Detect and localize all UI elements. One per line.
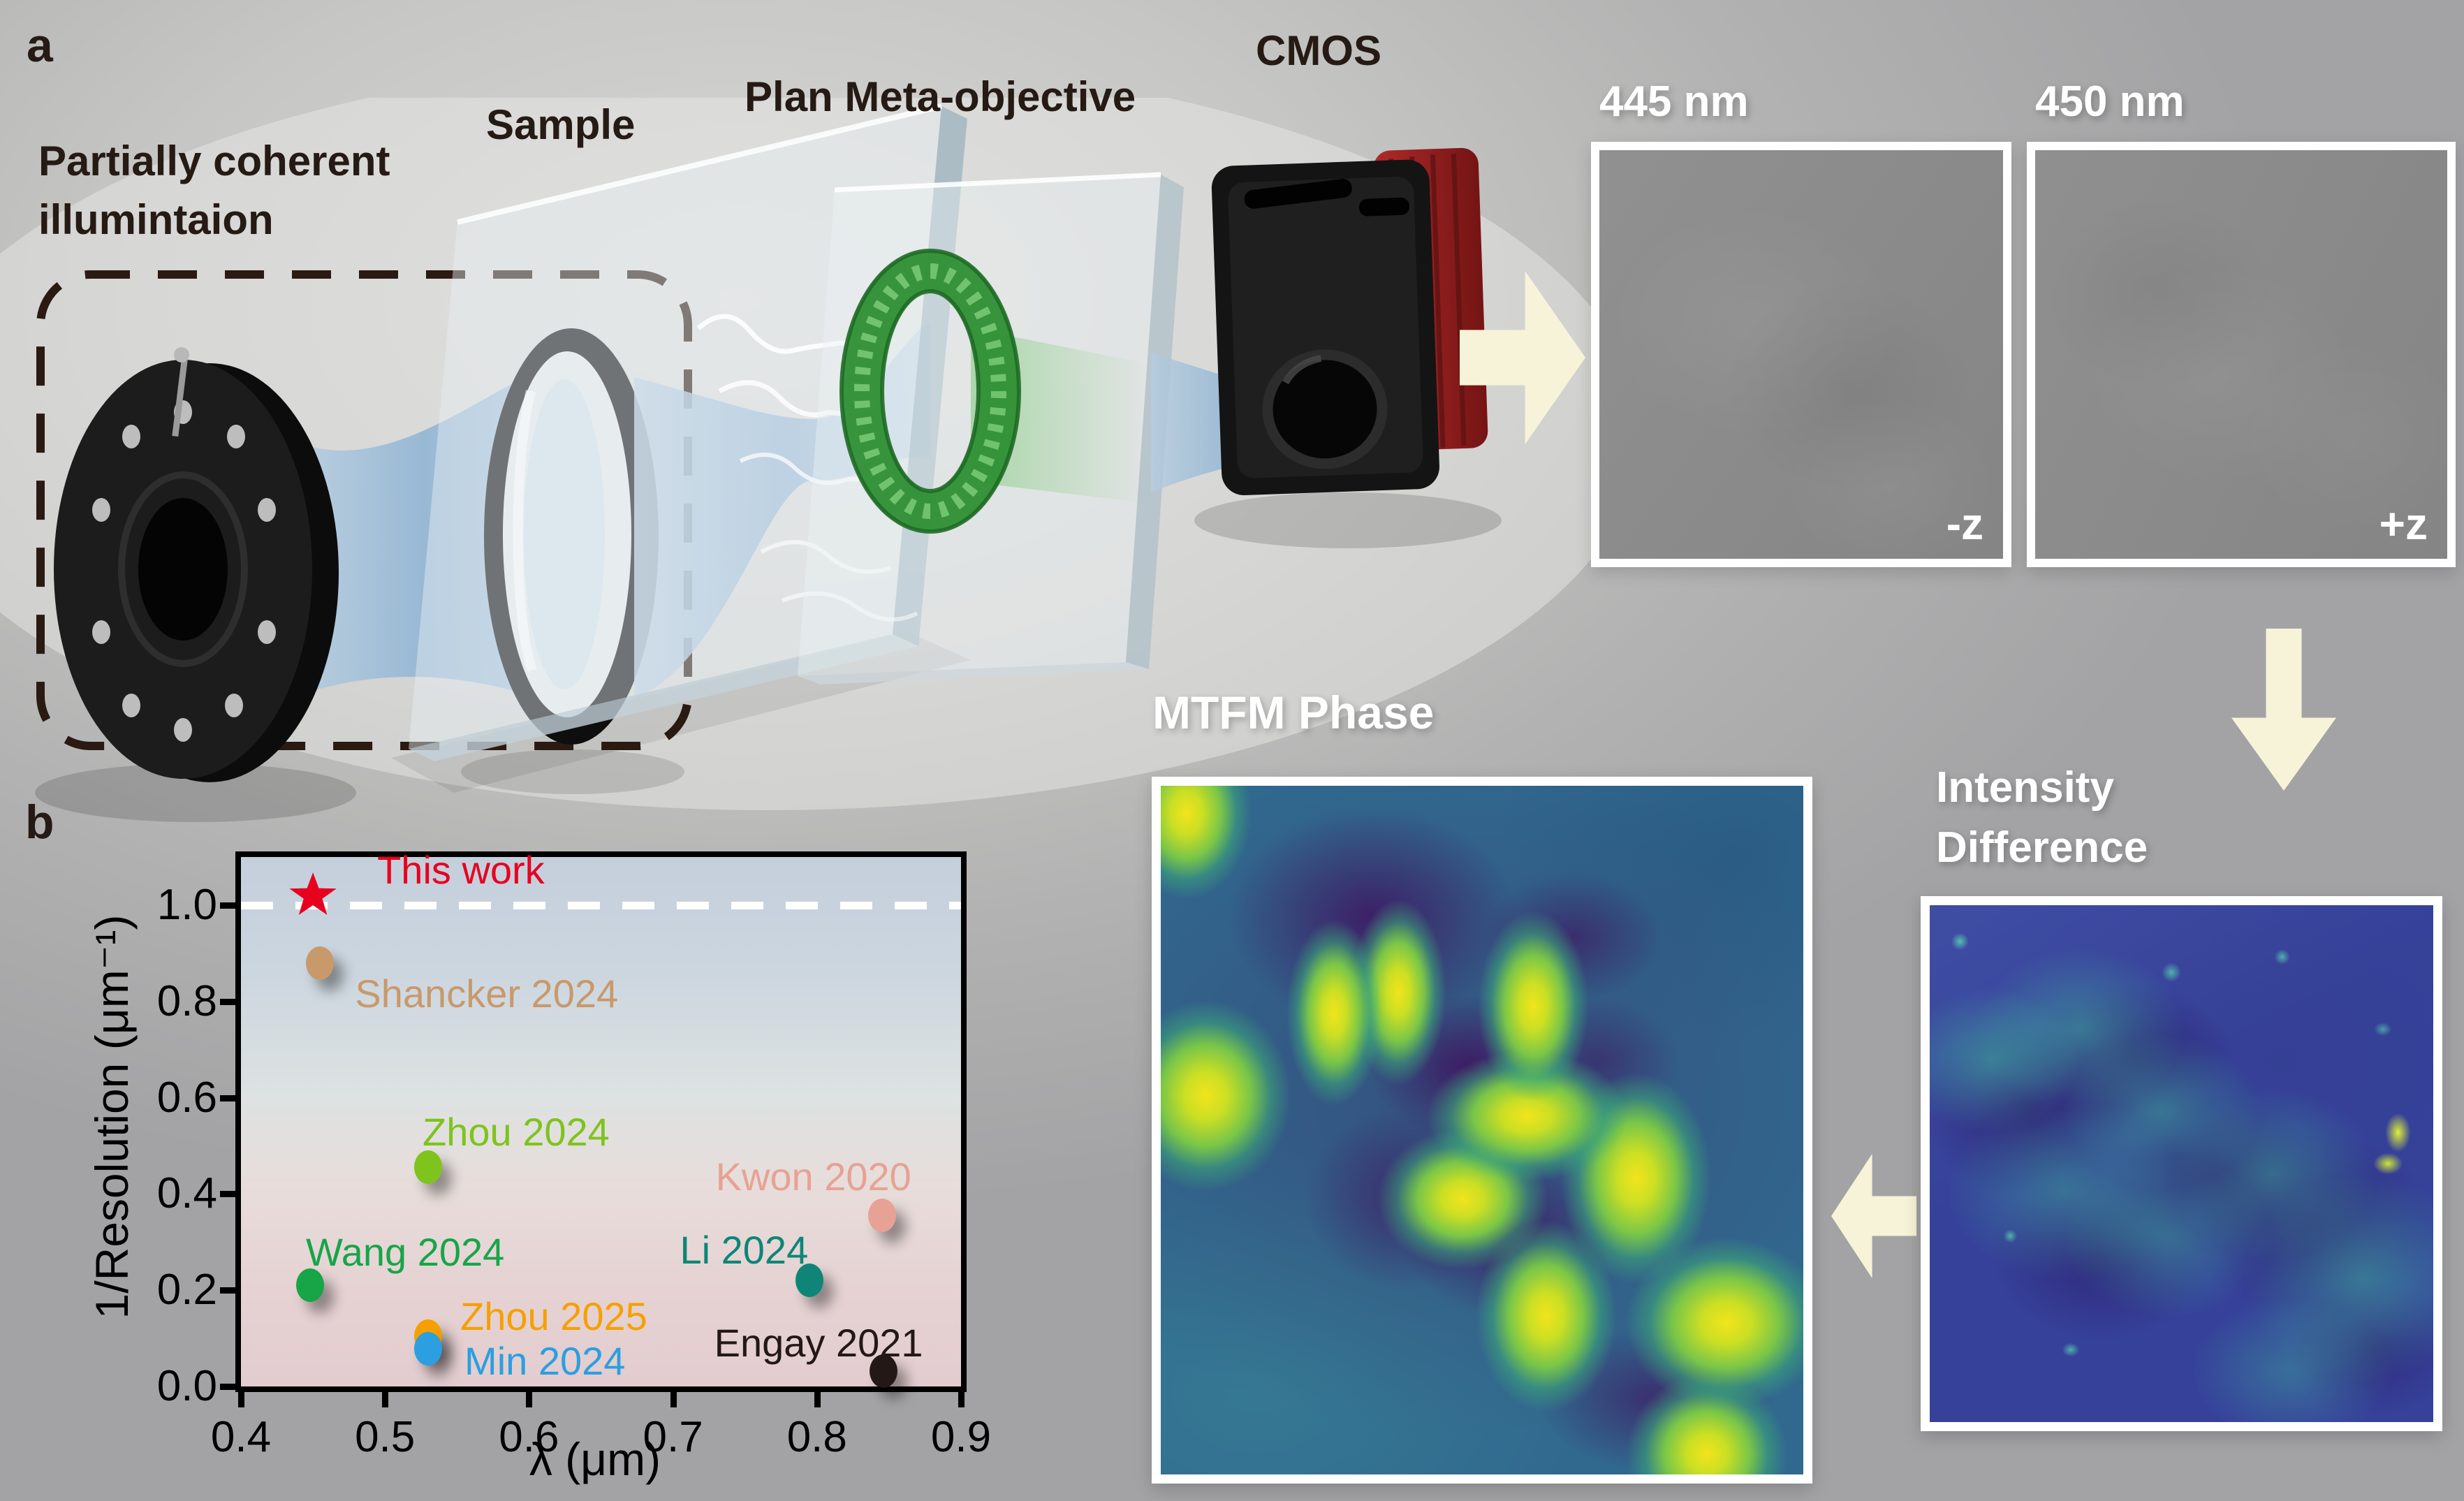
data-point-label: Engay 2021 <box>714 1320 923 1365</box>
data-point-label: Kwon 2020 <box>715 1155 911 1199</box>
data-point <box>295 1268 324 1303</box>
relay-lens <box>484 328 659 745</box>
x-tick-mark <box>238 1386 244 1407</box>
camera-lens <box>1262 349 1388 469</box>
data-point-label: Li 2024 <box>680 1228 809 1273</box>
y-tick-mark <box>220 1191 241 1198</box>
x-tick-mark <box>382 1386 389 1407</box>
shadow <box>1194 492 1502 548</box>
y-tick-mark <box>220 998 241 1005</box>
flow-arrow-down-icon <box>2231 629 2336 791</box>
x-tick-label: 0.8 <box>786 1413 847 1461</box>
intensity-difference-label-line1: Intensity <box>1936 763 2114 812</box>
data-point-star <box>289 872 337 915</box>
x-tick-label: 0.9 <box>930 1413 992 1461</box>
x-tick-label: 0.5 <box>355 1413 416 1461</box>
illumination-label-line2: illumintaion <box>38 196 274 243</box>
data-point <box>869 1354 897 1388</box>
reference-line <box>241 901 961 909</box>
capture-image-450nm: +z <box>2027 142 2456 567</box>
x-tick-mark <box>814 1386 821 1407</box>
data-point-label: Shancker 2024 <box>355 971 619 1016</box>
mtfm-phase-image <box>1152 777 1812 1484</box>
cmos-label: CMOS <box>1256 27 1381 74</box>
illumination-label-line1: Partially coherent <box>38 138 390 184</box>
alignment-pin <box>172 359 188 437</box>
wavelength-450-label: 450 nm <box>2035 78 2185 126</box>
y-tick-mark <box>220 902 241 909</box>
y-tick-mark <box>220 1287 241 1294</box>
y-tick-label: 0.8 <box>156 976 217 1025</box>
shadow <box>461 749 684 794</box>
mtfm-phase-label: MTFM Phase <box>1152 687 1435 738</box>
data-point <box>414 1332 443 1366</box>
intensity-difference-label-line2: Difference <box>1936 823 2148 872</box>
data-point-label: Zhou 2024 <box>423 1110 610 1155</box>
intensity-difference-image <box>1921 896 2442 1431</box>
capture-image-445nm: -z <box>1591 142 2011 567</box>
flow-arrow-left-icon <box>1831 1154 1916 1278</box>
light-beam <box>300 367 548 702</box>
wavelength-445-label: 445 nm <box>1599 78 1749 126</box>
y-tick-mark <box>220 1384 241 1390</box>
x-tick-mark <box>526 1386 533 1407</box>
x-tick-label: 0.6 <box>499 1413 559 1461</box>
x-tick-mark <box>670 1386 677 1407</box>
data-point-label: Zhou 2025 <box>460 1294 647 1338</box>
source-aperture-mount <box>54 347 339 782</box>
y-axis-title: 1/Resolution (μm⁻¹) <box>86 914 138 1319</box>
cmos-camera <box>1211 147 1488 495</box>
y-tick-label: 0.6 <box>156 1073 217 1122</box>
data-point <box>306 946 335 980</box>
y-tick-label: 0.4 <box>156 1169 217 1218</box>
x-tick-label: 0.4 <box>210 1413 272 1461</box>
panel-a-label: a <box>27 19 53 72</box>
minus-z-tag: -z <box>1946 499 1983 549</box>
data-point-label: Wang 2024 <box>305 1230 505 1275</box>
y-tick-label: 1.0 <box>156 880 217 929</box>
data-point-label: This work <box>377 848 545 893</box>
shadow <box>35 763 356 822</box>
data-point <box>795 1264 824 1298</box>
meta-objective <box>798 172 1184 684</box>
cell-scribble <box>760 540 918 622</box>
panel-b-label: b <box>25 796 54 849</box>
sample-label: Sample <box>486 101 636 148</box>
x-tick-label: 0.7 <box>643 1413 703 1461</box>
objective-label: Plan Meta-objective <box>745 73 1136 120</box>
data-point <box>414 1150 443 1185</box>
plus-z-tag: +z <box>2379 499 2428 549</box>
data-point <box>867 1199 896 1233</box>
data-point-label: Min 2024 <box>464 1339 626 1384</box>
y-tick-label: 0.2 <box>156 1266 217 1315</box>
scatter-plot-area: 0.4 0.5 0.6 0.7 0.8 0.9 0.0 0.2 0.4 0.6 0.8 1.0 This… <box>157 848 991 1459</box>
y-tick-label: 0.0 <box>156 1362 217 1410</box>
x-tick-mark <box>958 1386 965 1407</box>
x-axis-title: λ (μm) <box>529 1433 661 1485</box>
optical-setup-illustration <box>0 98 1606 822</box>
y-tick-mark <box>220 1094 241 1101</box>
